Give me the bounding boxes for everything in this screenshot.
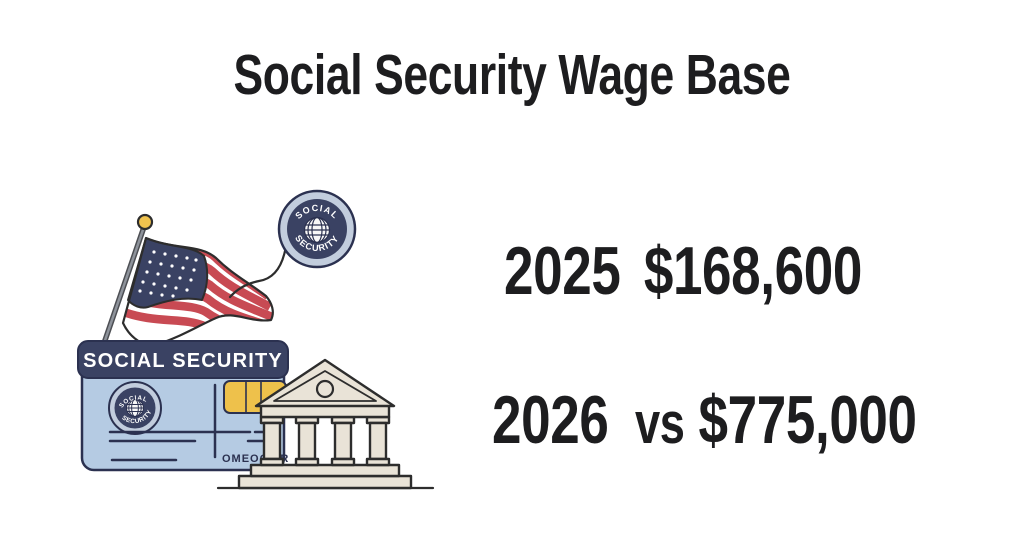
card-header-band <box>77 340 289 379</box>
flag-canton <box>127 237 209 309</box>
connector-curve <box>228 249 287 299</box>
pole-finial <box>136 213 154 231</box>
bank-building-icon <box>237 358 413 490</box>
globe-icon <box>303 216 331 244</box>
amount-label: $168,600 <box>643 233 862 309</box>
comparison-row-2026: 2026 vs $775,000 <box>492 386 917 454</box>
flag-stars <box>138 250 198 298</box>
page-title: Social Security Wage Base <box>233 43 791 107</box>
comparison-row-2025: 2025 $168,600 <box>504 237 862 305</box>
illustration-graphic: SOCIAL SECURITY SOCIAL SECURITY <box>77 189 435 490</box>
building-columns <box>259 415 391 467</box>
card-header-label: SOCIAL SECURITY <box>83 350 283 372</box>
amount-label: $775,000 <box>698 382 917 458</box>
vs-label: vs <box>634 391 685 456</box>
social-security-badge-icon: SOCIAL SECURITY <box>277 189 357 269</box>
globe-icon <box>126 399 144 417</box>
year-label: 2025 <box>504 233 621 309</box>
flagpole <box>98 213 154 355</box>
social-security-card-icon: SOCIAL SECURITY SOCIAL S <box>77 340 289 472</box>
building-steps <box>237 463 413 490</box>
building-pediment <box>254 358 396 408</box>
card-seal-icon: SOCIAL SECURITY <box>108 381 162 435</box>
year-label: 2026 <box>492 382 609 458</box>
us-flag-icon <box>121 236 274 346</box>
